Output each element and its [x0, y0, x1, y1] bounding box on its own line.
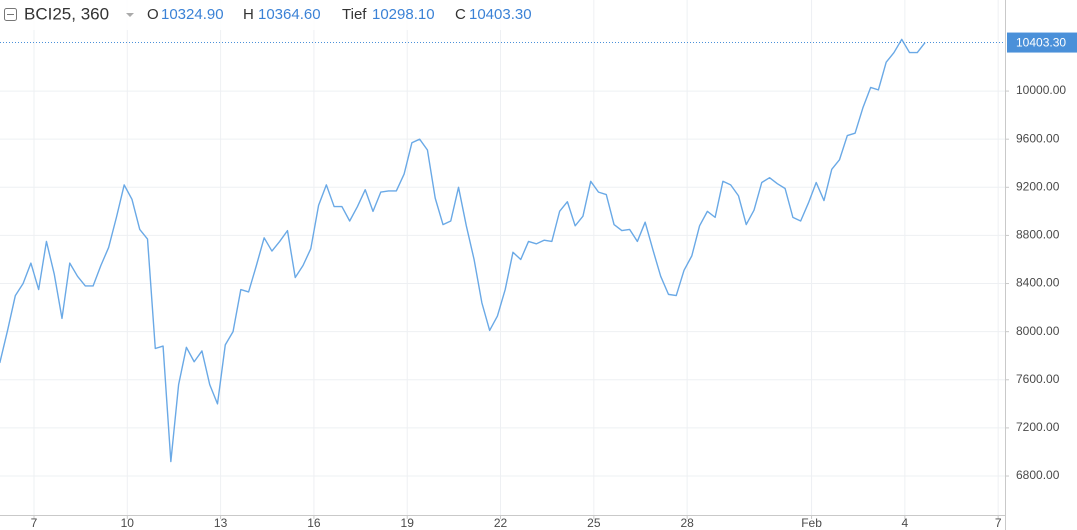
y-tick-label: 10000.00 — [1016, 83, 1066, 97]
ohlc-value: 10298.10 — [372, 6, 435, 23]
ohlc-value: 10403.30 — [469, 6, 532, 23]
ohlc-label: O — [147, 6, 159, 23]
x-tick-label: 4 — [902, 516, 909, 530]
plot-area — [0, 38, 1005, 463]
y-tick-label: 6800.00 — [1016, 468, 1060, 482]
y-tick-label: 8000.00 — [1016, 324, 1060, 338]
y-tick-label: 7600.00 — [1016, 372, 1060, 386]
x-tick-label: 22 — [494, 516, 508, 530]
x-tick-label: 7 — [31, 516, 38, 530]
axes: 6800.00 7200.00 7600.00 8000.00 8400.00 8800.… — [31, 32, 1077, 530]
price-line — [0, 38, 926, 463]
grid — [0, 0, 1005, 515]
chart-title[interactable]: BCI25, 360 — [24, 4, 109, 23]
x-tick-label: Feb — [801, 516, 822, 530]
x-tick-label: 16 — [307, 516, 321, 530]
y-tick-label: 9600.00 — [1016, 131, 1060, 145]
ohlc-label: H — [243, 6, 254, 23]
dropdown-caret[interactable] — [126, 13, 134, 17]
header-background — [0, 0, 545, 30]
x-tick-label: 19 — [401, 516, 415, 530]
x-tick-label: 13 — [214, 516, 228, 530]
ohlc-label: C — [455, 6, 466, 23]
legend-header: BCI25, 360 O 10324.90 H 10364.60 Tief 10… — [0, 0, 545, 30]
ohlc-label: Tief — [342, 6, 367, 23]
x-tick-label: 28 — [680, 516, 694, 530]
x-tick-label: 7 — [995, 516, 1002, 530]
y-tick-label: 8800.00 — [1016, 228, 1060, 242]
y-tick-label: 7200.00 — [1016, 420, 1060, 434]
ohlc-value: 10364.60 — [258, 6, 321, 23]
y-tick-label: 8400.00 — [1016, 276, 1060, 290]
x-tick-label: 10 — [121, 516, 135, 530]
last-price-box — [1007, 32, 1077, 53]
y-tick-label: 9200.00 — [1016, 179, 1060, 193]
last-price-label: 10403.30 — [1016, 36, 1066, 50]
x-tick-label: 25 — [587, 516, 601, 530]
ohlc-value: 10324.90 — [161, 6, 224, 23]
